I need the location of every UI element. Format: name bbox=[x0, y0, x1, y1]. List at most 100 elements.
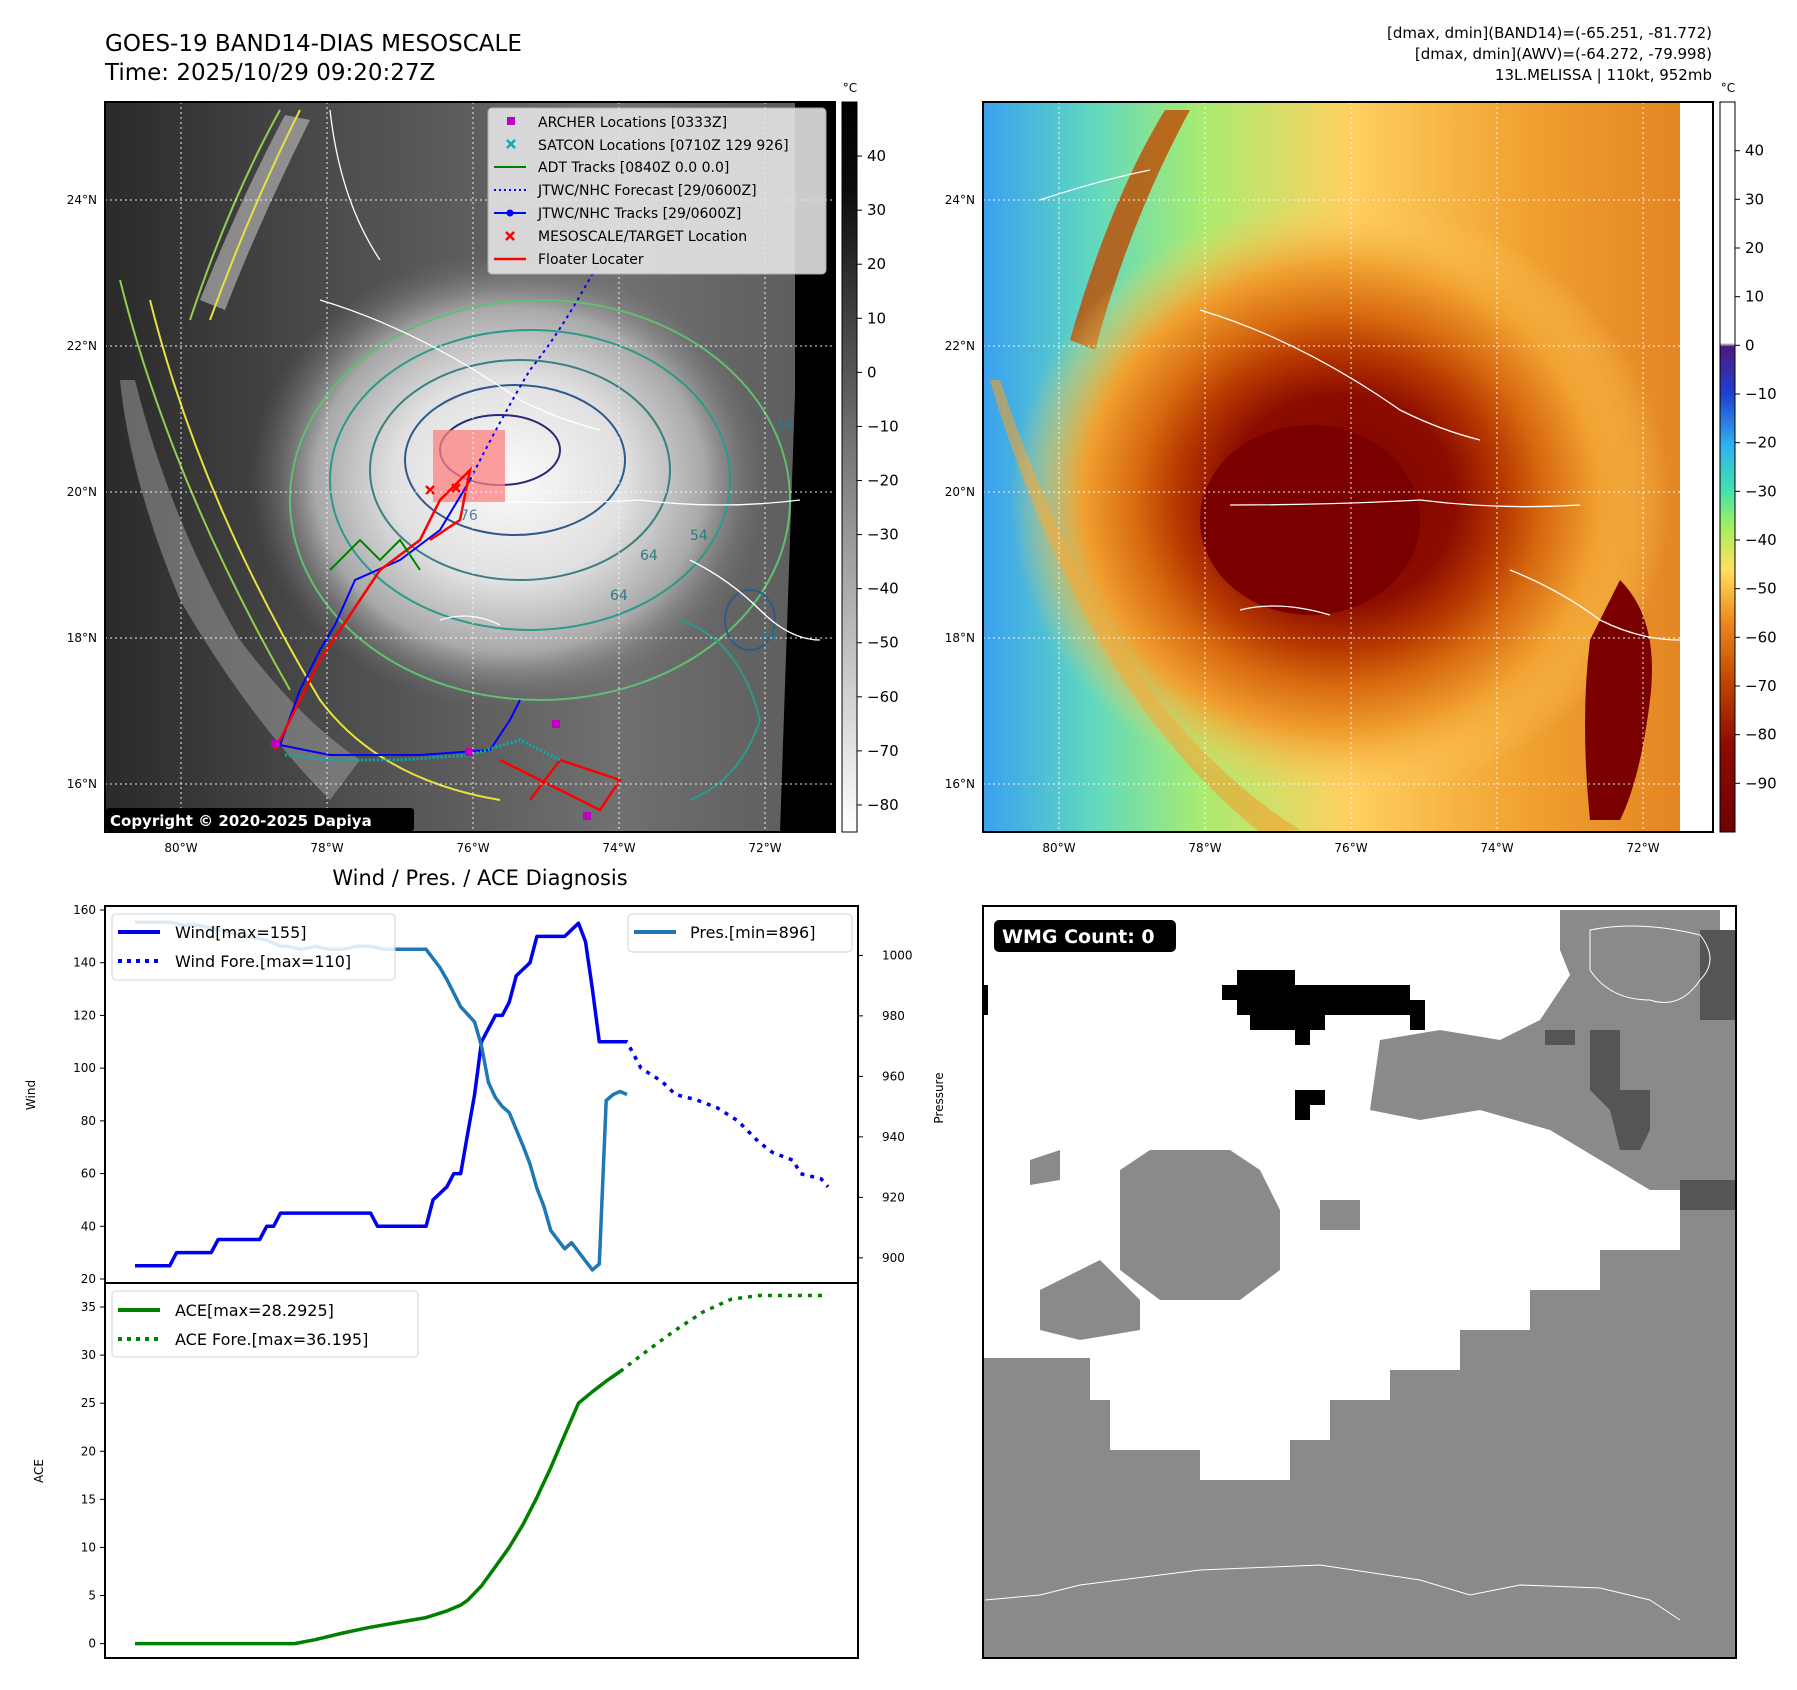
map1-lon-76: 76°W bbox=[456, 841, 489, 855]
wmg-black-regions bbox=[983, 970, 1425, 1120]
aceAxes-ylabel-5: 25 bbox=[81, 1396, 96, 1410]
color-ir-band-north bbox=[1070, 110, 1190, 350]
cb1ticks-label-0: 40 bbox=[867, 147, 886, 165]
contour-label-5: 54 bbox=[690, 528, 708, 544]
map1-lon-labels: 80°W 78°W 76°W 74°W 72°W bbox=[164, 841, 781, 855]
legend-satcon-label: SATCON Locations [0710Z 129 926] bbox=[538, 138, 789, 154]
windLines-series-0 bbox=[135, 921, 627, 1268]
map1-lon-74: 74°W bbox=[602, 841, 635, 855]
legend-tracks-dot bbox=[506, 209, 514, 217]
ir-storm-core bbox=[250, 250, 770, 710]
map1-lat-24: 24°N bbox=[67, 193, 97, 207]
ir-cloud-band-north bbox=[200, 115, 310, 310]
contour-label-2: 64 bbox=[760, 628, 778, 644]
cb2ticks-label-3: 10 bbox=[1745, 288, 1764, 306]
band14-range-label: [dmax, dmin](BAND14)=(-65.251, -81.772) bbox=[1387, 24, 1712, 42]
legend-tracks-label: JTWC/NHC Tracks [29/0600Z] bbox=[537, 206, 741, 222]
windAxes-rlabel-0: 900 bbox=[882, 1251, 905, 1265]
legend-box bbox=[487, 107, 827, 275]
ace-chart-lines bbox=[135, 1293, 828, 1646]
legend-archer-symbol bbox=[507, 117, 515, 125]
color-colorbar-ticks: 40 30 20 10 0 −10 −20 −30 −40 −50 −60 −70 −80 −90 bbox=[1735, 142, 1777, 792]
map2-lat-16: 16°N bbox=[945, 777, 975, 791]
cb1ticks-label-3: 10 bbox=[867, 309, 886, 327]
cb2ticks-label-12: −80 bbox=[1745, 726, 1777, 744]
ir-map-panel: 64 64 76 54 54 64 24°N 22°N 20°N 18°N 16… bbox=[67, 101, 836, 855]
windAxes-rlabel-2: 940 bbox=[882, 1130, 905, 1144]
ir-map-frame bbox=[104, 101, 836, 833]
cb2ticks-label-5: −10 bbox=[1745, 385, 1777, 403]
target-location-markers bbox=[425, 483, 461, 495]
ir-cloud-band-west bbox=[120, 380, 360, 800]
color-colorbar-bar bbox=[1719, 101, 1736, 833]
wmg-pixels bbox=[983, 910, 1736, 1658]
floater-locater-track bbox=[273, 466, 622, 812]
pressure-axis-label: Pressure bbox=[932, 1072, 946, 1123]
contour-label-6: 64 bbox=[610, 588, 628, 604]
contour-label-4: 54 bbox=[776, 418, 794, 434]
map2-lat-22: 22°N bbox=[945, 339, 975, 353]
cb1ticks-label-11: −70 bbox=[867, 742, 899, 760]
map1-lat-18: 18°N bbox=[67, 631, 97, 645]
map2-lon-74: 74°W bbox=[1480, 841, 1513, 855]
contour-labels: 64 64 76 54 54 64 bbox=[460, 418, 794, 644]
cb1ticks-label-1: 30 bbox=[867, 201, 886, 219]
ace-chart: 0 5 10 15 20 25 30 35 ACE ACE[max=28.2925] ACE … bbox=[32, 1282, 859, 1659]
windAxes-ylabel-5: 120 bbox=[73, 1008, 96, 1022]
wind-legend-box bbox=[111, 913, 396, 981]
cb2ticks-label-1: 30 bbox=[1745, 190, 1764, 208]
wind-axis-label: Wind bbox=[24, 1080, 38, 1110]
wmg-gray-regions bbox=[983, 910, 1736, 1658]
legend-floater-label: Floater Locater bbox=[538, 252, 644, 268]
cb1ticks-label-9: −50 bbox=[867, 634, 899, 652]
windAxes-rlabel-5: 1000 bbox=[882, 948, 913, 962]
cb2ticks-label-6: −20 bbox=[1745, 434, 1777, 452]
wmg-frame bbox=[982, 905, 1737, 1659]
aceAxes-ylabel-3: 15 bbox=[81, 1492, 96, 1506]
map2-lon-labels: 80°W 78°W 76°W 74°W 72°W bbox=[1042, 841, 1659, 855]
map2-lat-labels: 24°N 22°N 20°N 18°N 16°N bbox=[945, 193, 975, 791]
cb1ticks-label-5: −10 bbox=[867, 417, 899, 435]
ace-legend: ACE[max=28.2925] ACE Fore.[max=36.195] bbox=[111, 1290, 419, 1358]
map1-lon-78: 78°W bbox=[310, 841, 343, 855]
map2-lon-76: 76°W bbox=[1334, 841, 1367, 855]
storm-info-label: 13L.MELISSA | 110kt, 952mb bbox=[1495, 66, 1712, 84]
color-ir-coastlines bbox=[1039, 169, 1681, 641]
windAxes-ylabel-0: 20 bbox=[81, 1272, 96, 1286]
windAxes-ylabel-2: 60 bbox=[81, 1167, 96, 1181]
aceAxes-ylabel-6: 30 bbox=[81, 1348, 96, 1362]
copyright-box bbox=[106, 808, 414, 831]
windAxes-ylabel-3: 80 bbox=[81, 1114, 96, 1128]
aceAxes-ylabel-2: 10 bbox=[81, 1540, 96, 1554]
gray-colorbar: °C 40 30 20 10 0 −10 −20 −30 −40 −50 −60 −70 −80 bbox=[841, 81, 899, 833]
aceAxes-ylabel-7: 35 bbox=[81, 1300, 96, 1314]
cb1ticks-label-7: −30 bbox=[867, 526, 899, 544]
color-colorbar-unit: °C bbox=[1721, 81, 1735, 95]
ace-chart-frame bbox=[104, 1282, 859, 1659]
color-ir-map-panel: 24°N 22°N 20°N 18°N 16°N 80°W 78°W 76°W … bbox=[945, 101, 1714, 855]
windLines-series-1 bbox=[613, 1040, 830, 1188]
legend-labels: ARCHER Locations [0333Z] SATCON Location… bbox=[537, 115, 789, 268]
pressure-legend: Pres.[min=896] bbox=[627, 913, 853, 953]
cb1ticks-label-8: −40 bbox=[867, 580, 899, 598]
color-ir-map-frame bbox=[982, 101, 1714, 833]
windAxes-ylabel-7: 160 bbox=[73, 903, 96, 917]
nhc-best-track bbox=[279, 479, 521, 756]
satcon-track bbox=[284, 738, 561, 762]
cb2ticks-label-0: 40 bbox=[1745, 142, 1764, 160]
legend-target-label: MESOSCALE/TARGET Location bbox=[538, 229, 747, 245]
legend-satcon-symbol bbox=[506, 139, 516, 149]
cb2ticks-label-11: −70 bbox=[1745, 677, 1777, 695]
aceAxes-ylabel-0: 0 bbox=[88, 1637, 96, 1651]
gray-colorbar-ticks: 40 30 20 10 0 −10 −20 −30 −40 −50 −60 −70 −80 bbox=[857, 147, 899, 814]
aceLines-series-1 bbox=[619, 1293, 828, 1373]
map2-lat-18: 18°N bbox=[945, 631, 975, 645]
map1-lon-80: 80°W bbox=[164, 841, 197, 855]
windAxes-rlabel-4: 980 bbox=[882, 1009, 905, 1023]
diagnosis-chart-title: Wind / Pres. / ACE Diagnosis bbox=[332, 866, 627, 890]
wind-legend-dotted-label: Wind Fore.[max=110] bbox=[175, 952, 351, 971]
cb2ticks-label-7: −30 bbox=[1745, 482, 1777, 500]
legend-archer-label: ARCHER Locations [0333Z] bbox=[538, 115, 727, 131]
wind-pressure-chart: Wind / Pres. / ACE Diagnosis 20 40 60 80 100… bbox=[24, 866, 946, 1286]
